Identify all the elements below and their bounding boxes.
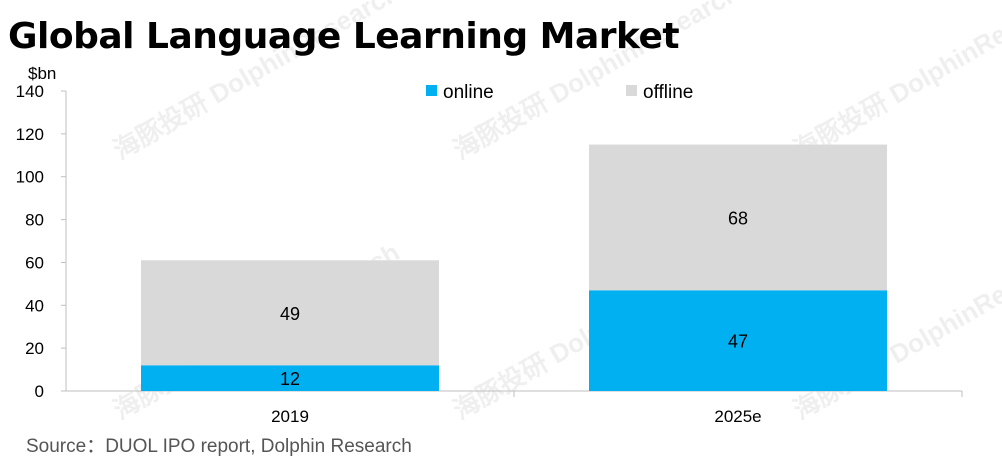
bar-segment-offline	[141, 260, 439, 366]
watermark-text: 海豚投研 DolphinResearch	[108, 0, 405, 165]
y-tick-label: 60	[25, 253, 44, 272]
legend-swatch-online	[426, 85, 437, 96]
bar-segment-online	[589, 290, 887, 391]
y-tick-label: 140	[16, 82, 44, 101]
bar-segment-offline	[589, 144, 887, 291]
data-label-offline: 68	[728, 208, 748, 228]
x-tick-label: 2019	[271, 407, 309, 426]
legend-swatch-offline	[626, 85, 637, 96]
y-tick-label: 80	[25, 211, 44, 230]
legend-label-online: online	[443, 82, 494, 103]
y-tick-label: 20	[25, 339, 44, 358]
bar-segment-online	[141, 365, 439, 391]
y-tick-label: 40	[25, 296, 44, 315]
legend-label-offline: offline	[643, 82, 693, 103]
y-tick-label: 0	[35, 382, 44, 401]
y-tick-label: 120	[16, 125, 44, 144]
y-tick-label: 100	[16, 168, 44, 187]
data-label-online: 47	[728, 332, 748, 352]
watermark-text: 海豚投研 DolphinResearch	[788, 0, 1002, 165]
x-tick-label: 2025e	[714, 407, 761, 426]
data-label-offline: 49	[280, 304, 300, 324]
bars: 12 49 47 68	[141, 144, 887, 391]
y-axis-unit-label: $bn	[28, 64, 56, 83]
chart-title: Global Language Learning Market	[8, 16, 680, 57]
source-note: Source：DUOL IPO report, Dolphin Research	[26, 436, 412, 457]
legend: online offline	[426, 82, 693, 103]
data-label-online: 12	[280, 369, 300, 389]
